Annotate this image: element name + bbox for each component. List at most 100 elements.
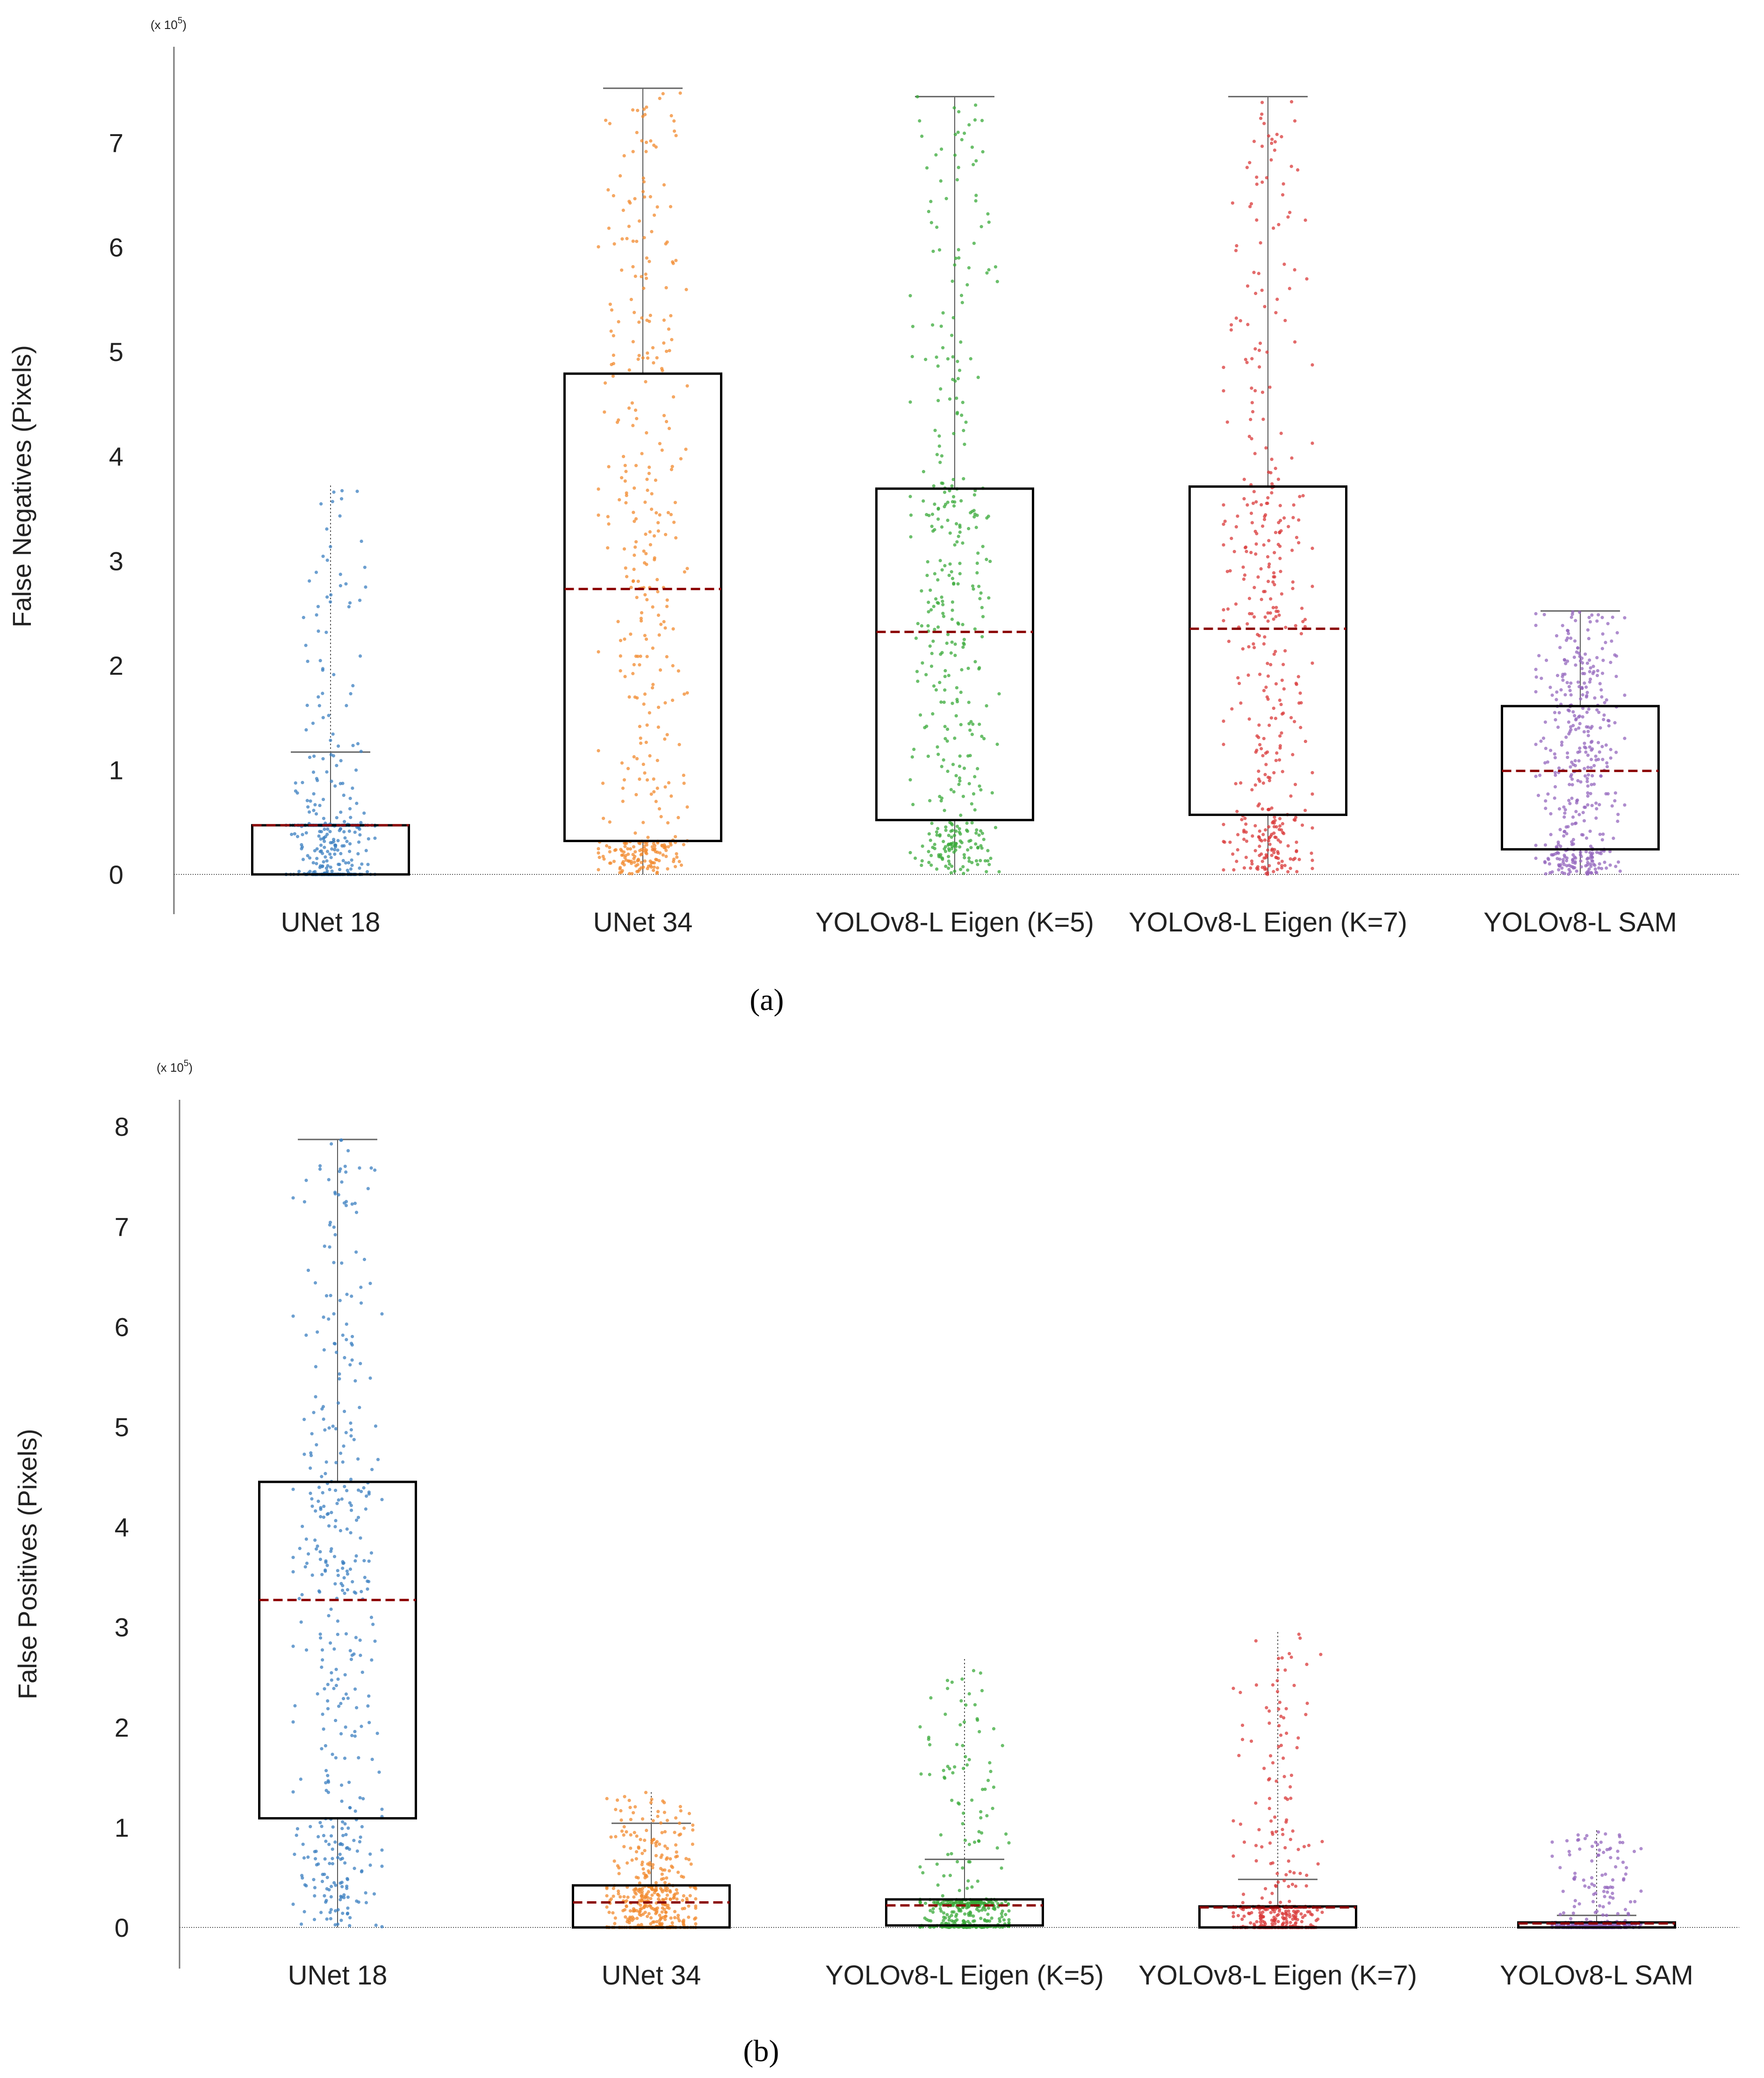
data-point [1272,652,1276,656]
data-point [1604,1872,1607,1876]
data-point [1260,112,1264,116]
data-point [641,1867,645,1871]
data-point [631,579,635,583]
data-point [1600,866,1604,871]
data-point [1581,661,1584,665]
data-point [926,560,929,564]
data-point [1554,718,1557,722]
data-point [1240,1917,1244,1921]
data-point [650,686,655,690]
data-point [1231,1854,1235,1858]
data-point [634,1805,637,1809]
data-point [1282,687,1286,691]
data-point [343,1822,347,1826]
data-point [643,1896,647,1900]
data-point [318,1550,322,1554]
data-point [923,1916,927,1920]
data-point [1567,799,1571,802]
data-point [652,1920,656,1924]
data-point [938,680,942,685]
data-point [609,1835,613,1839]
data-point [928,1743,932,1746]
data-point [943,491,947,494]
data-point [1586,765,1590,769]
data-point [619,669,622,673]
data-point [1571,610,1575,614]
data-point [676,1870,680,1874]
data-point [338,572,342,576]
data-point [664,1911,668,1914]
data-point [336,744,340,748]
data-point [1271,580,1275,584]
data-point [632,845,636,849]
data-point [1253,849,1257,852]
data-point [302,616,305,620]
data-point [1592,670,1596,674]
data-point [933,628,936,631]
box-group-3 [1188,96,1347,876]
data-point [935,833,939,837]
data-point [927,1919,931,1922]
data-point [1275,1689,1280,1694]
data-point [931,323,935,327]
data-point [986,1779,990,1782]
data-point [333,1923,337,1927]
data-point [978,784,981,788]
data-point [1263,772,1267,777]
data-point [1287,525,1290,528]
data-point [957,166,960,169]
data-point [950,640,954,644]
data-point [1275,132,1279,137]
data-point [1567,732,1571,736]
data-point [342,1201,346,1205]
data-point [347,829,351,833]
data-point [321,864,324,868]
data-point [926,754,930,758]
data-point [944,865,948,868]
data-point [635,130,639,135]
data-point [976,375,980,379]
data-point [1267,579,1270,583]
data-point [323,845,326,849]
data-point [1281,770,1284,773]
data-point [1275,1679,1279,1682]
data-point [1618,1840,1622,1844]
data-point [1238,1822,1243,1826]
data-point [312,1878,316,1882]
data-point [1577,715,1581,719]
data-point [631,239,635,243]
data-point [331,1857,334,1861]
data-point [1605,1913,1608,1917]
data-point [337,1401,340,1405]
data-point [944,197,948,201]
data-point [353,830,357,834]
data-point [1584,685,1588,689]
data-point [1288,1652,1291,1656]
data-point [332,1555,337,1558]
data-point [1279,519,1282,522]
data-point [660,1872,664,1876]
data-point [634,517,638,521]
category-label: UNet 18 [288,1960,388,1991]
data-point [1000,1912,1003,1916]
data-point [654,800,658,803]
multiplier-close: ) [188,1061,193,1075]
data-point [347,861,351,865]
data-point [1577,685,1581,689]
data-point [628,1909,632,1913]
data-point [325,527,329,531]
data-point [1578,1847,1582,1851]
data-point [1570,777,1574,781]
data-point [629,1833,633,1837]
data-point [319,1515,323,1519]
data-point [1255,1920,1259,1924]
data-point [1555,851,1559,854]
data-point [965,821,969,825]
data-point [1594,801,1598,805]
data-point [1548,685,1552,689]
data-point [956,582,960,586]
data-point [363,565,367,569]
data-point [629,859,633,863]
data-point [334,1883,338,1887]
data-point [353,1809,357,1813]
